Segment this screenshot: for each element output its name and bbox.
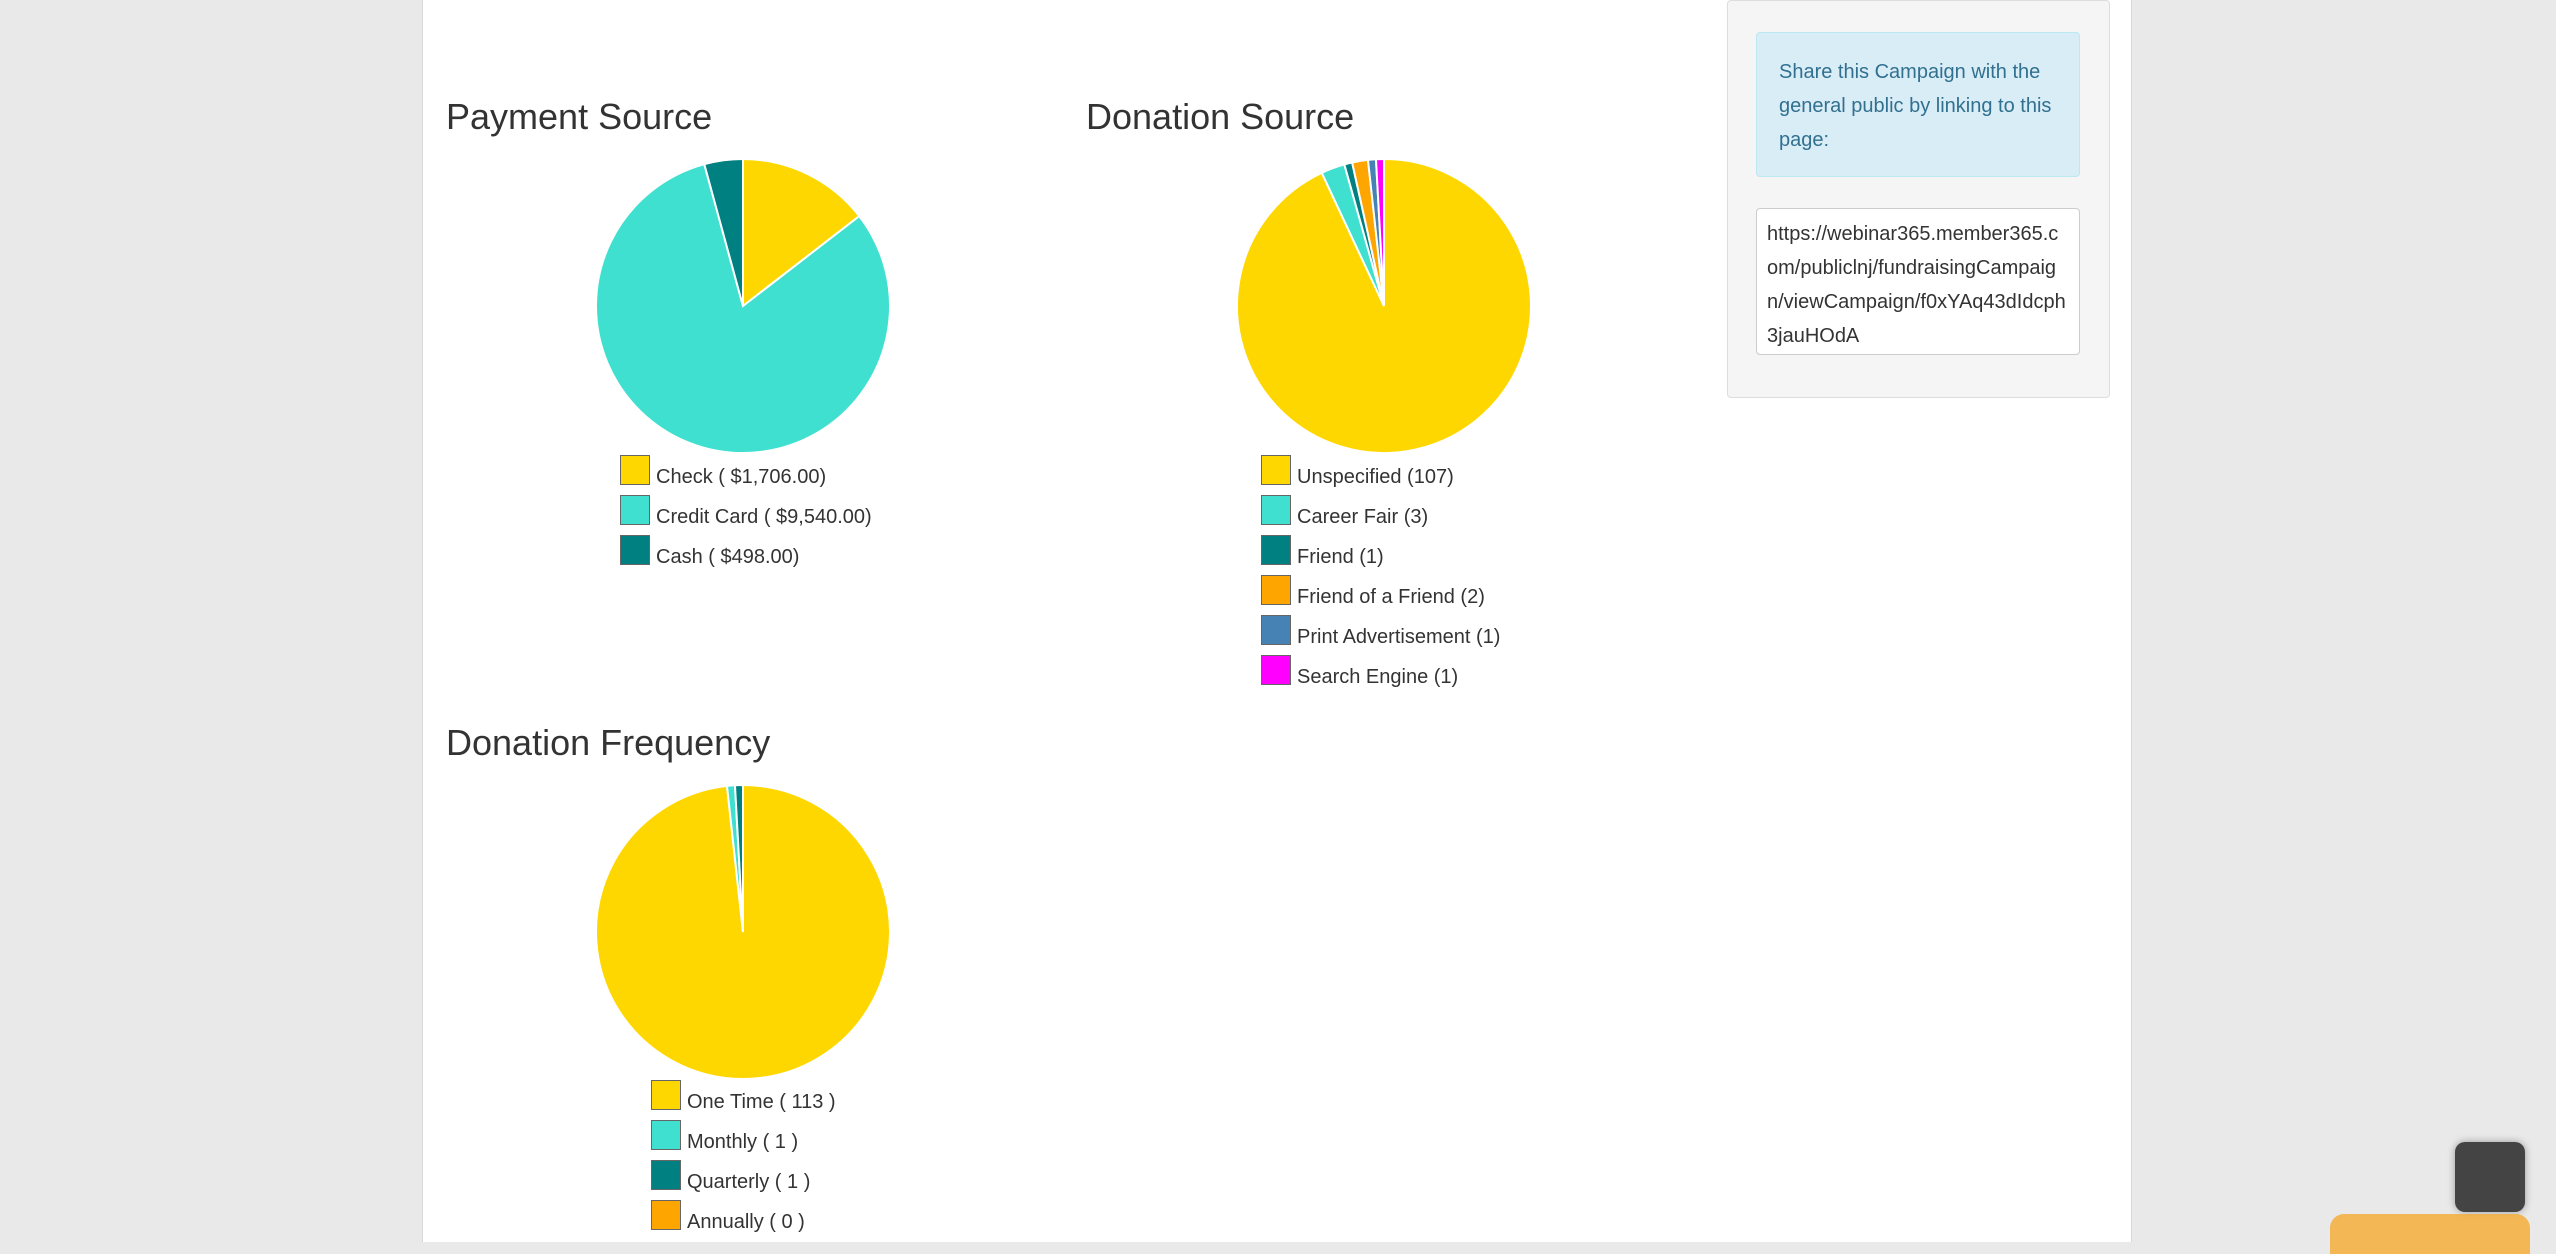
legend-swatch [1261,495,1291,525]
chart-title: Donation Source [1086,96,1355,137]
legend-swatch [1261,655,1291,685]
chart-title: Donation Frequency [446,722,771,763]
legend-label: Career Fair (3) [1297,506,1429,528]
pie-slice-credit-card [595,162,891,454]
legend-label: One Time ( 113 ) [687,1091,836,1113]
pie-slice-cash [703,157,744,307]
legend-label: Friend (1) [1297,546,1384,568]
legend-swatch [651,1160,681,1190]
pie-slice-search-engine [1374,157,1385,307]
legend-swatch [651,1120,681,1150]
pie-slice-quarterly [733,783,744,933]
legend-label: Friend of a Friend (2) [1297,586,1485,608]
floating-promo-tab[interactable] [2330,1214,2530,1254]
legend-label: Unspecified (107) [1297,466,1454,488]
legend-label: Check ( $1,706.00) [656,466,827,488]
legend-label: Cash ( $498.00) [656,546,800,568]
pie-chart [595,157,891,454]
legend-swatch [1261,535,1291,565]
legend-label: Search Engine (1) [1297,666,1459,688]
legend-swatch [620,455,650,485]
legend-swatch [1261,575,1291,605]
legend-label: Annually ( 0 ) [687,1211,805,1233]
legend-label: Monthly ( 1 ) [687,1131,799,1153]
legend-swatch [1261,615,1291,645]
legend-swatch [620,495,650,525]
campaign-url-field[interactable] [1756,208,2080,355]
legend-swatch [1261,455,1291,485]
pie-slice-check [742,157,861,309]
share-campaign-panel: Share this Campaign with the general pub… [1727,0,2110,398]
legend-swatch [651,1200,681,1230]
chart-title: Payment Source [446,96,713,137]
chat-widget-button[interactable] [2455,1142,2525,1212]
legend-swatch [651,1080,681,1110]
share-info-alert: Share this Campaign with the general pub… [1756,32,2080,177]
pie-chart [595,783,891,1080]
legend-label: Print Advertisement (1) [1297,626,1501,648]
pie-chart [1236,157,1532,454]
legend-label: Credit Card ( $9,540.00) [656,506,872,528]
legend-swatch [620,535,650,565]
legend-label: Quarterly ( 1 ) [687,1171,811,1193]
